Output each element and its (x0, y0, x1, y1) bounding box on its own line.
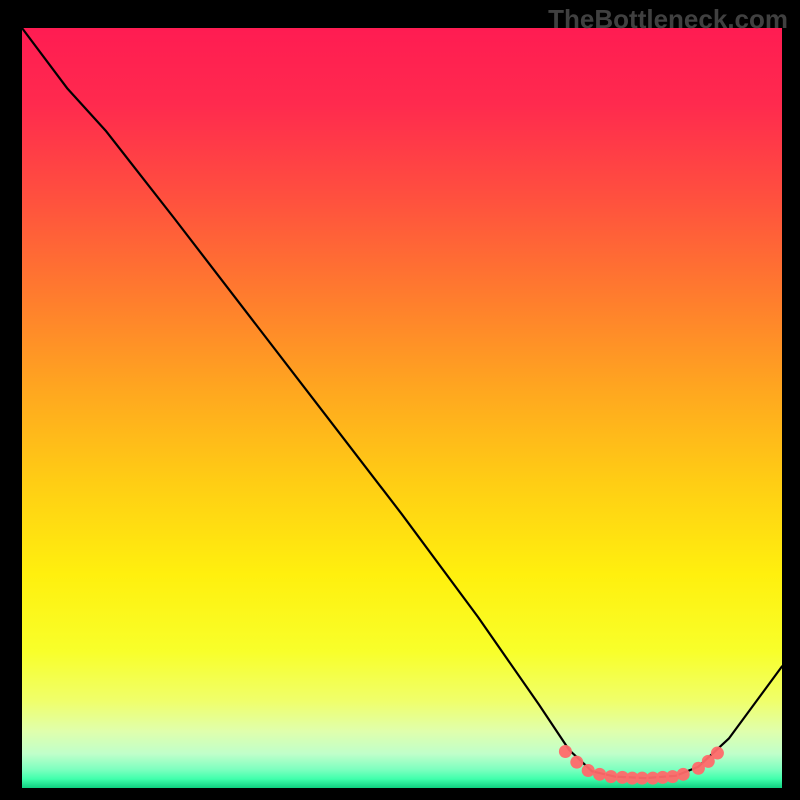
highlight-marker (582, 764, 595, 777)
highlight-marker (677, 768, 690, 781)
chart-background (22, 28, 782, 788)
highlight-marker (711, 747, 724, 760)
gradient-chart (0, 0, 800, 800)
highlight-marker (605, 770, 618, 783)
highlight-marker (593, 768, 606, 781)
highlight-marker (570, 756, 583, 769)
canvas-root: TheBottleneck.com (0, 0, 800, 800)
highlight-marker (559, 745, 572, 758)
watermark-text: TheBottleneck.com (548, 4, 788, 35)
